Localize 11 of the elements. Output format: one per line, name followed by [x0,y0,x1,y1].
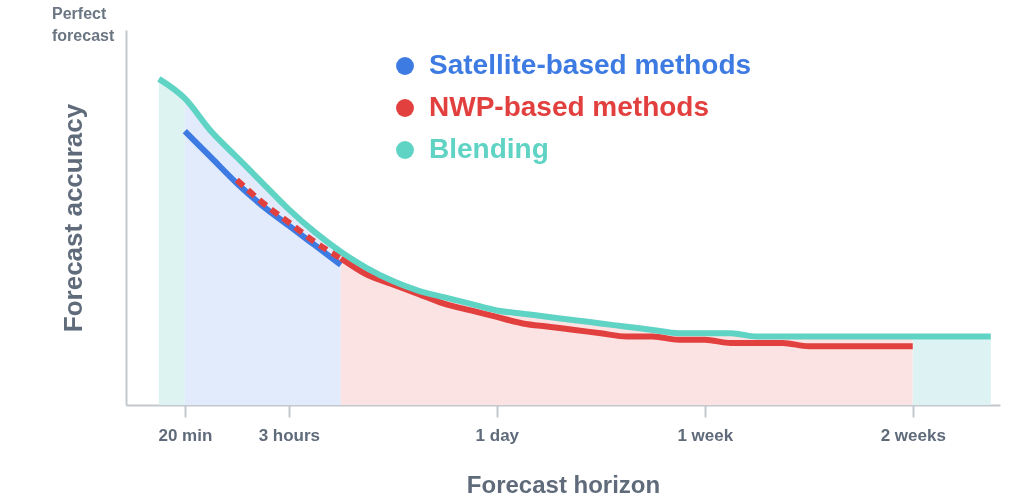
legend-label: Satellite-based methods [429,49,752,80]
y-axis-title: Forecast accuracy [57,103,88,333]
x-tick-label: 20 min [158,425,213,445]
legend-label: NWP-based methods [429,91,710,122]
x-tick-label: 1 week [677,425,734,445]
text: Perfect forecast [52,5,115,44]
legend-label: Blending [429,133,549,164]
x-tick-label: 1 day [475,425,520,445]
x-axis-title: Forecast horizon [466,470,661,498]
x-tick-label: 2 weeks [880,425,946,445]
x-tick-label: 3 hours [258,425,321,445]
